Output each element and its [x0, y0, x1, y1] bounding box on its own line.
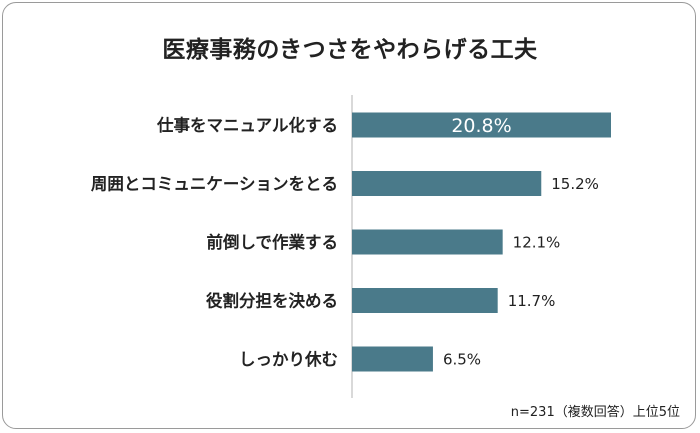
- bar: [352, 171, 542, 196]
- category-label: 前倒しで作業する: [206, 232, 338, 252]
- value-label: 20.8%: [451, 115, 511, 137]
- value-label: 6.5%: [443, 351, 481, 369]
- chart-title: 医療事務のきつさをやわらげる工夫: [162, 37, 538, 63]
- bar: [352, 229, 503, 255]
- chart-frame: [2, 2, 696, 429]
- bar: [352, 112, 611, 138]
- category-label: 仕事をマニュアル化する: [156, 115, 338, 135]
- category-label: しっかり休む: [239, 349, 338, 369]
- value-label: 12.1%: [513, 234, 561, 252]
- value-label: 11.7%: [508, 292, 556, 310]
- bar: [352, 288, 498, 313]
- category-label: 周囲とコミュニケーションをとる: [91, 175, 338, 194]
- bar: [352, 346, 433, 372]
- value-label: 15.2%: [551, 175, 599, 193]
- category-label: 役割分担を決める: [206, 291, 338, 311]
- sample-note: n=231（複数回答）上位5位: [510, 405, 680, 420]
